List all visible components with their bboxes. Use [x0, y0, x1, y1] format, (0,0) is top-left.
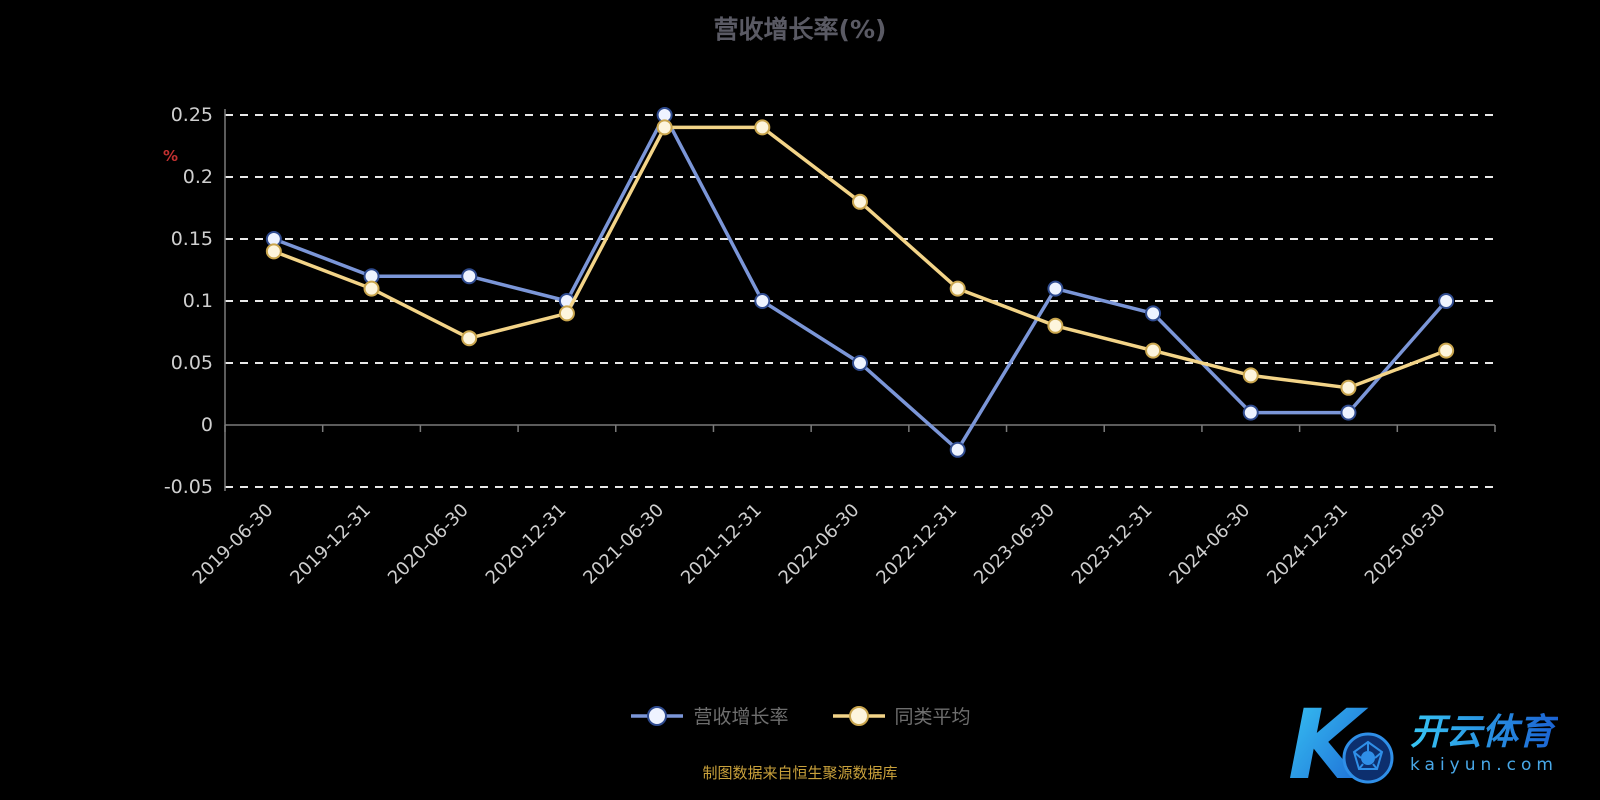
- x-tick-label: 2020-06-30: [384, 500, 473, 589]
- data-point[interactable]: [754, 293, 771, 309]
- data-point[interactable]: [1438, 342, 1455, 359]
- data-point[interactable]: [461, 330, 478, 347]
- x-tick-label: 2024-06-30: [1165, 500, 1254, 589]
- data-point[interactable]: [1438, 293, 1455, 309]
- soccer-ball-icon: [1342, 732, 1394, 784]
- data-point[interactable]: [852, 193, 868, 210]
- y-tick-label: 0: [201, 414, 213, 436]
- data-source-note: 制图数据来自恒生聚源数据库: [702, 764, 898, 782]
- chart-title: 营收增长率(%): [713, 15, 887, 44]
- x-tick-label: 2024-12-31: [1263, 500, 1352, 589]
- legend-label: 营收增长率: [693, 706, 789, 728]
- x-tick-label: 2025-06-30: [1361, 500, 1450, 589]
- legend-marker-icon: [832, 705, 885, 726]
- chart-legend: 营收增长率 同类平均: [0, 702, 1600, 729]
- data-point[interactable]: [949, 441, 966, 458]
- x-tick-label: 2019-06-30: [189, 500, 278, 589]
- y-tick-label: -0.05: [164, 476, 213, 498]
- data-point[interactable]: [1145, 342, 1162, 359]
- data-point[interactable]: [656, 119, 673, 136]
- x-tick-label: 2023-06-30: [970, 500, 1059, 589]
- watermark-domain-text: kaiyun.com: [1409, 755, 1558, 776]
- data-point[interactable]: [1242, 367, 1259, 384]
- data-point[interactable]: [1242, 404, 1259, 421]
- data-point[interactable]: [754, 119, 771, 136]
- data-point[interactable]: [363, 280, 380, 297]
- y-tick-label: 0.1: [183, 290, 213, 312]
- legend-label: 同类平均: [894, 706, 971, 728]
- x-tick-label: 2022-06-30: [775, 500, 864, 589]
- data-point[interactable]: [1047, 280, 1064, 297]
- kaiyun-logo-icon: K: [1288, 698, 1394, 790]
- data-point[interactable]: [852, 355, 868, 371]
- y-tick-label: 0.15: [171, 228, 213, 250]
- y-tick-label: 0.25: [171, 104, 213, 126]
- x-tick-label: 2021-06-30: [579, 500, 668, 589]
- watermark-logo[interactable]: K 开云体育 kaiyun.com: [1288, 698, 1558, 790]
- x-tick-label: 2023-12-31: [1068, 500, 1157, 589]
- data-point[interactable]: [461, 268, 478, 285]
- legend-marker-icon: [631, 705, 684, 726]
- x-tick-label: 2021-12-31: [677, 500, 766, 589]
- legend-item[interactable]: 同类平均: [831, 702, 971, 729]
- legend-item[interactable]: 营收增长率: [629, 702, 789, 729]
- y-tick-label: 0.05: [171, 352, 213, 374]
- data-point[interactable]: [1047, 317, 1064, 334]
- data-point[interactable]: [1145, 305, 1162, 322]
- data-point[interactable]: [949, 280, 966, 297]
- data-point[interactable]: [1340, 379, 1357, 396]
- x-tick-label: 2022-12-31: [872, 500, 961, 589]
- data-point[interactable]: [1340, 404, 1357, 421]
- data-point[interactable]: [558, 305, 575, 322]
- x-tick-label: 2020-12-31: [482, 500, 571, 589]
- y-tick-label: 0.2: [183, 166, 213, 188]
- x-tick-label: 2019-12-31: [286, 500, 375, 589]
- watermark-brand-text: 开云体育: [1410, 713, 1558, 753]
- y-axis-unit-label: %: [163, 147, 179, 165]
- data-point[interactable]: [265, 243, 282, 260]
- series-line: [272, 113, 1448, 452]
- series-line: [272, 125, 1448, 390]
